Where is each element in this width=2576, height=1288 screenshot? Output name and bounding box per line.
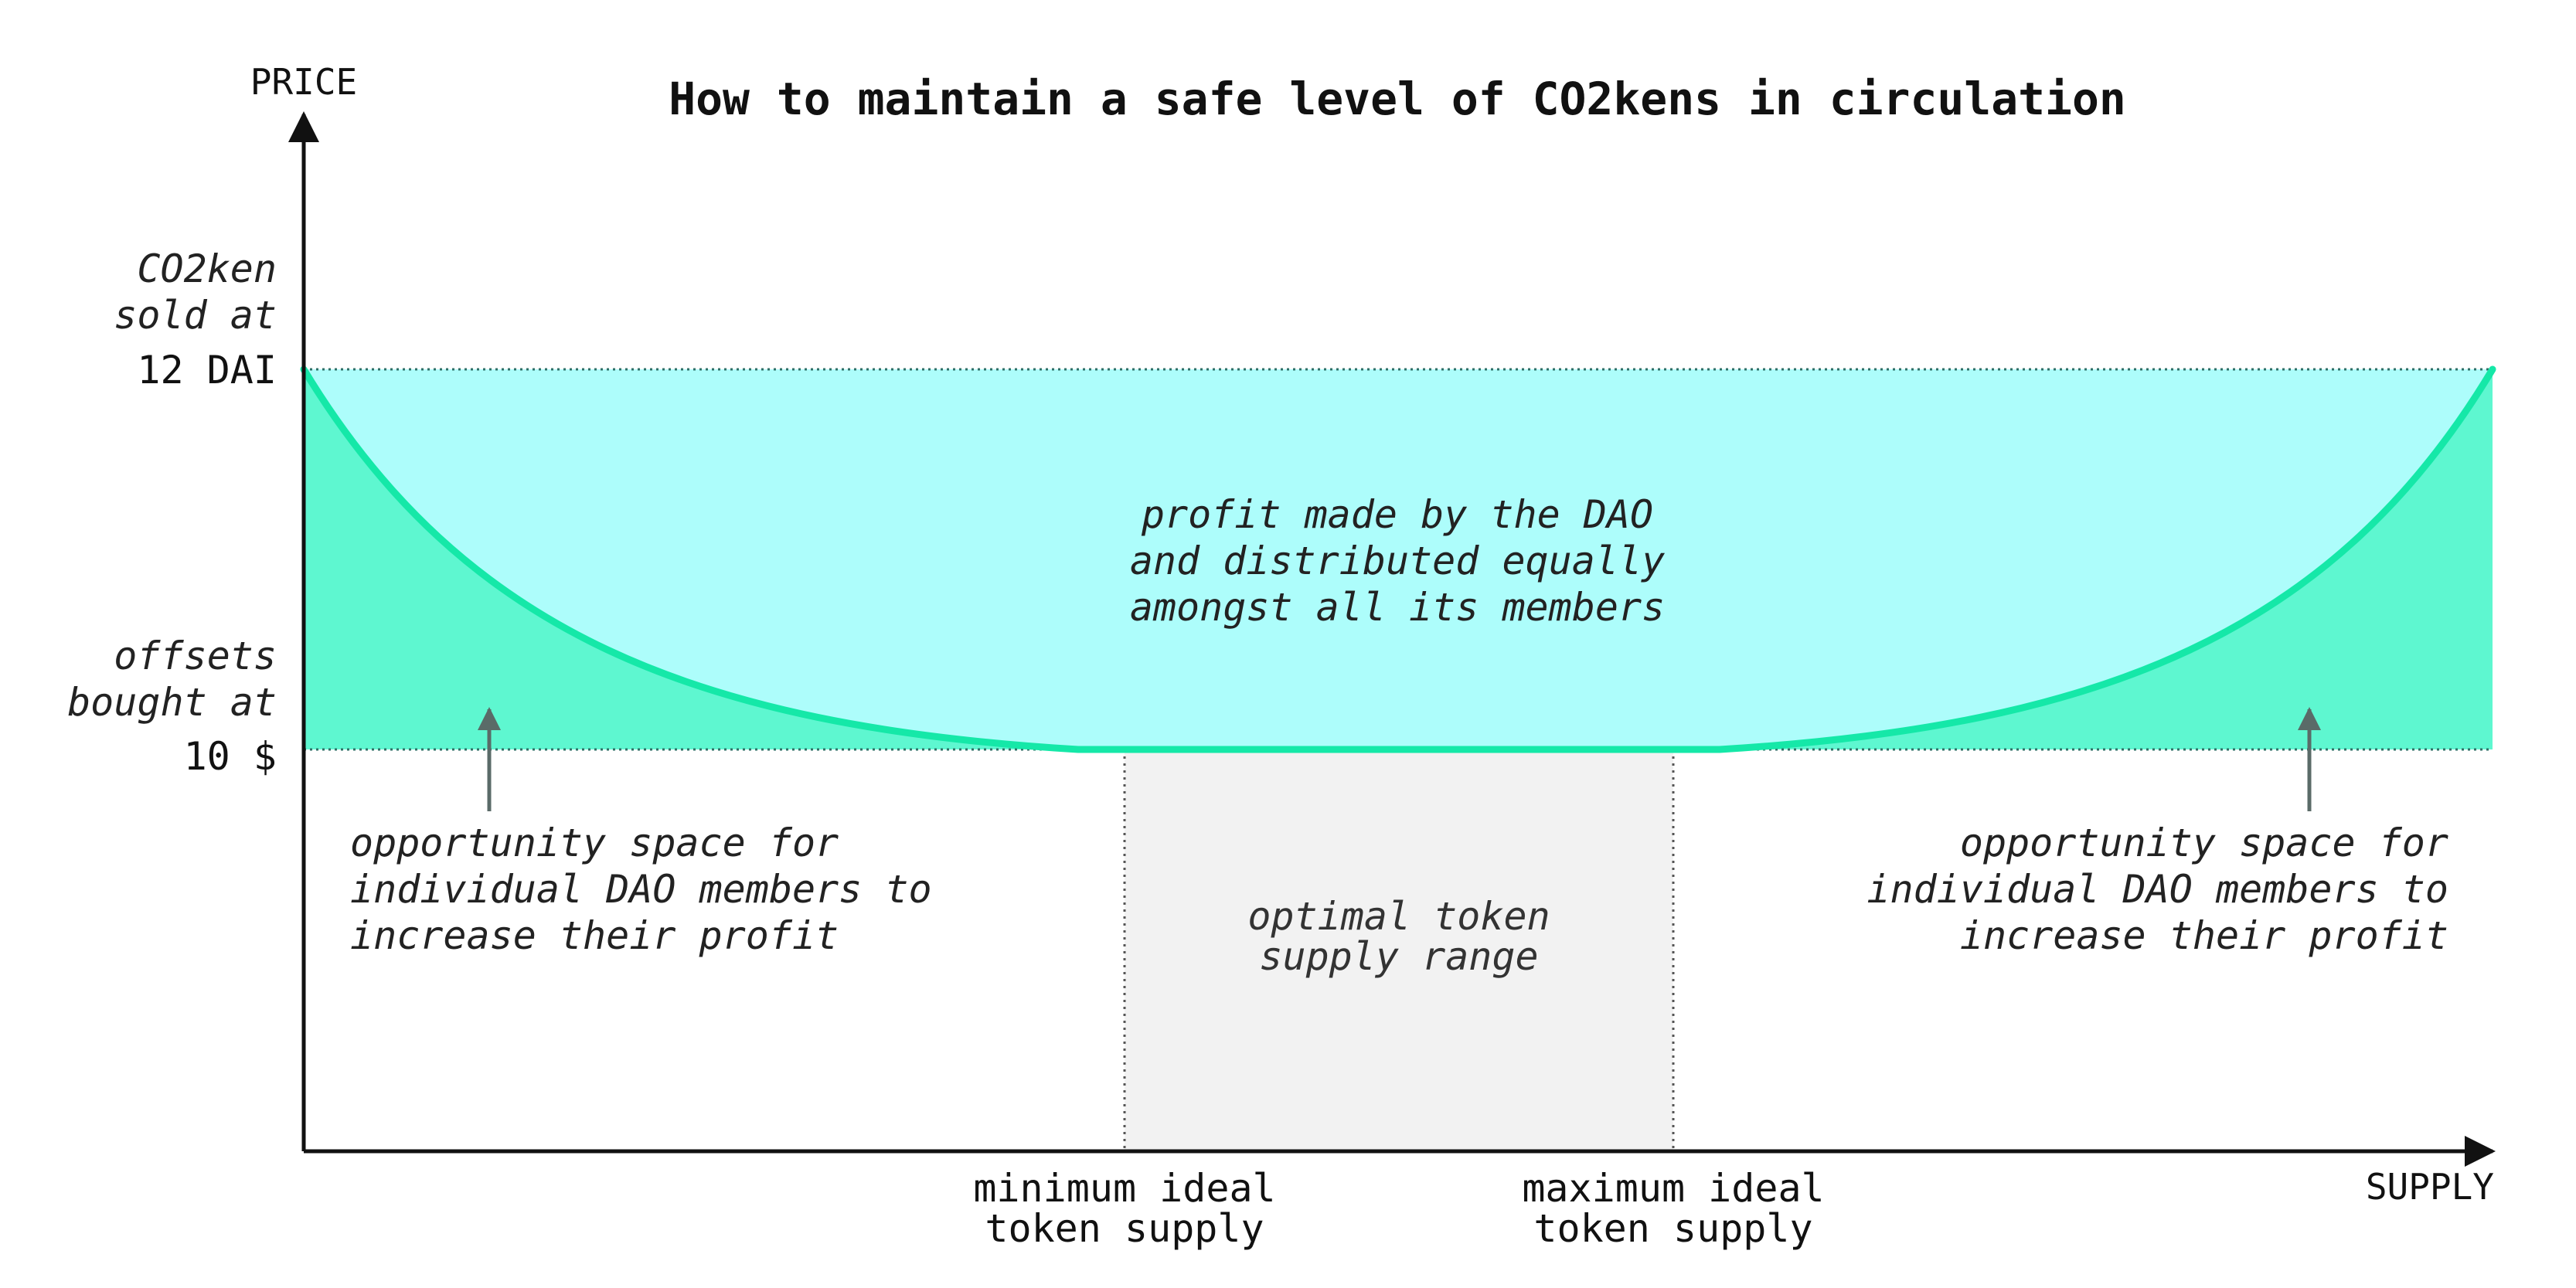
maximum-supply-label-line-2: token supply <box>1533 1206 1812 1251</box>
lower-price-caption-line-1: offsets <box>114 634 277 678</box>
lower-price-caption-line-2: bought at <box>67 680 277 725</box>
opportunity-region-left <box>304 369 1078 749</box>
opportunity-left-line-1: opportunity space for <box>350 821 839 865</box>
optimal-range-line-2: supply range <box>1259 934 1538 979</box>
upper-price-caption-line-2: sold at <box>114 293 277 338</box>
upper-price-value: 12 DAI <box>137 348 277 393</box>
opportunity-right-line-2: individual DAO members to <box>1866 867 2448 912</box>
optimal-range-region <box>1125 749 1673 1151</box>
maximum-supply-label-line-1: maximum ideal <box>1522 1166 1824 1211</box>
minimum-supply-label-line-2: token supply <box>985 1206 1264 1251</box>
x-axis-label: SUPPLY <box>2366 1166 2494 1208</box>
opportunity-region-right <box>1720 369 2493 749</box>
upper-price-caption-line-1: CO2ken <box>137 246 277 291</box>
minimum-supply-label-line-1: minimum ideal <box>973 1166 1275 1211</box>
dao-profit-line-3: amongst all its members <box>1130 585 1665 630</box>
opportunity-left-line-3: increase their profit <box>350 913 839 958</box>
price-curve <box>300 365 2496 753</box>
y-axis-label: PRICE <box>250 61 357 103</box>
opportunity-right-line-1: opportunity space for <box>1960 821 2448 865</box>
lower-price-value: 10 $ <box>184 734 277 779</box>
dao-profit-line-2: and distributed equally <box>1130 539 1665 583</box>
opportunity-right-line-3: increase their profit <box>1960 913 2448 958</box>
opportunity-left-line-2: individual DAO members to <box>350 867 932 912</box>
dao-profit-line-1: profit made by the DAO <box>1141 492 1653 537</box>
optimal-range-line-1: optimal token <box>1247 894 1550 939</box>
diagram-title: How to maintain a safe level of CO2kens … <box>669 73 2126 125</box>
